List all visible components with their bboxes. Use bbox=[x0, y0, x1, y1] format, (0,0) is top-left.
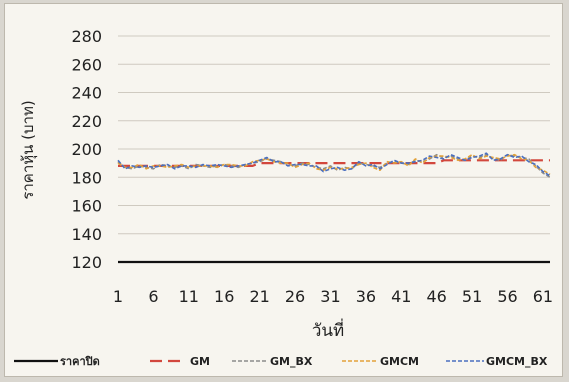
legend-label: GMCM bbox=[380, 355, 419, 368]
gridlines bbox=[118, 35, 550, 263]
chart-frame bbox=[4, 3, 563, 377]
y-tick-label: 200 bbox=[71, 140, 102, 159]
x-tick-label: 26 bbox=[285, 287, 305, 306]
y-tick-label: 280 bbox=[71, 27, 102, 46]
y-tick-label: 260 bbox=[71, 55, 102, 74]
series-line-GM_BX bbox=[117, 153, 551, 178]
legend: ราคาปิด GM GM_BX GMCM GMCM_BX bbox=[14, 355, 548, 368]
legend-label: GM_BX bbox=[270, 355, 313, 368]
x-tick-labels: 1 6 11 16 21 26 31 36 41 46 51 56 61 bbox=[113, 287, 553, 306]
series-lines bbox=[117, 152, 551, 264]
y-tick-label: 120 bbox=[71, 253, 102, 272]
x-tick-label: 21 bbox=[249, 287, 269, 306]
x-tick-label: 56 bbox=[497, 287, 517, 306]
x-tick-label: 41 bbox=[391, 287, 411, 306]
x-tick-label: 31 bbox=[320, 287, 340, 306]
x-tick-label: 61 bbox=[533, 287, 553, 306]
x-axis-label: วันที่ bbox=[312, 318, 344, 341]
x-tick-label: 36 bbox=[356, 287, 376, 306]
series-line-GMCM bbox=[117, 153, 551, 176]
legend-label: GM bbox=[190, 355, 210, 368]
y-tick-label: 180 bbox=[71, 168, 102, 187]
y-tick-label: 240 bbox=[71, 84, 102, 103]
legend-label: ราคาปิด bbox=[60, 355, 100, 368]
x-tick-label: 46 bbox=[427, 287, 447, 306]
y-tick-label: 160 bbox=[71, 197, 102, 216]
x-tick-label: 51 bbox=[462, 287, 482, 306]
x-tick-label: 16 bbox=[214, 287, 234, 306]
series-line-GM bbox=[118, 159, 550, 167]
y-axis-label: ราคาหุ้น (บาท) bbox=[19, 100, 38, 199]
legend-label: GMCM_BX bbox=[486, 355, 548, 368]
y-tick-labels: 120 140 160 180 200 220 240 260 280 bbox=[71, 27, 102, 272]
y-tick-label: 140 bbox=[71, 225, 102, 244]
x-tick-label: 1 bbox=[113, 287, 123, 306]
x-tick-label: 6 bbox=[148, 287, 158, 306]
y-tick-label: 220 bbox=[71, 112, 102, 131]
series-line-GMCM_BX bbox=[117, 152, 551, 177]
x-tick-label: 11 bbox=[179, 287, 199, 306]
